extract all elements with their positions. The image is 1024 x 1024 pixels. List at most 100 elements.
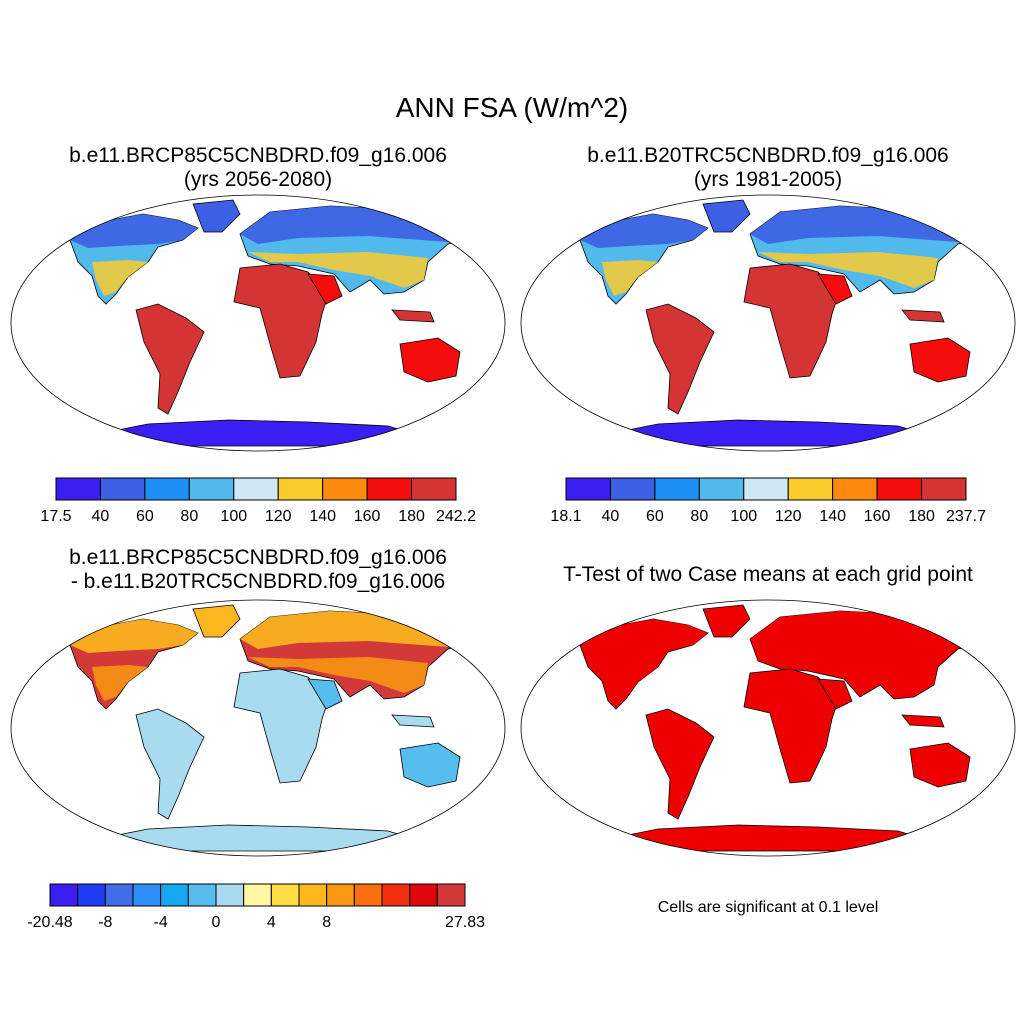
colorbar-panel-1: 17.5 40 60 80 100 120 140 160 180 242.2 <box>40 477 476 525</box>
indonesia-landmass <box>901 714 945 728</box>
africa-landmass <box>743 263 839 379</box>
continents <box>579 604 989 852</box>
eurasia-midlat-band <box>758 252 938 288</box>
map-panel-3 <box>10 599 506 857</box>
africa-landmass <box>743 668 839 784</box>
greenland-landmass <box>702 604 751 638</box>
antarctica-landmass <box>87 824 429 852</box>
colorbar-tick-label: 60 <box>136 508 154 525</box>
panel-3-title: b.e11.BRCP85C5CNBDRD.f09_g16.006 - b.e11… <box>8 546 508 594</box>
map-boundary <box>10 194 506 452</box>
greenland-landmass <box>702 199 751 233</box>
colorbar-tick-label: 180 <box>398 508 425 525</box>
map-boundary <box>10 599 506 857</box>
panel-2-title-line1: b.e11.B20TRC5CNBDRD.f09_g16.006 <box>587 144 949 167</box>
colorbar-tick-label: -8 <box>98 914 112 931</box>
colorbar-tick-label: 80 <box>690 508 708 525</box>
colorbar-box <box>832 477 878 501</box>
colorbar-tick-label: 100 <box>220 508 247 525</box>
colorbar-tick-label: 8 <box>322 914 331 931</box>
antarctica-landmass <box>597 824 939 852</box>
colorbar-box <box>353 883 383 907</box>
colorbar-box <box>233 477 279 501</box>
colorbar-tick-label: 0 <box>212 914 221 931</box>
colorbar-tick-label: 160 <box>864 508 891 525</box>
map-panel-2 <box>520 194 1016 452</box>
significance-note: Cells are significant at 0.1 level <box>657 899 879 916</box>
eurasia-midlat-band <box>248 252 428 288</box>
map-boundary <box>520 194 1016 452</box>
panel-1-title: b.e11.BRCP85C5CNBDRD.f09_g16.006 (yrs 20… <box>8 144 508 192</box>
colorbar-box <box>104 883 134 907</box>
colorbar-tick-label: 40 <box>92 508 110 525</box>
colorbar-box <box>411 477 457 501</box>
colorbar-box <box>243 883 272 907</box>
north-america-midlat-band <box>602 260 658 296</box>
colorbar-tick-label: 120 <box>775 508 802 525</box>
antarctica-landmass <box>597 419 939 447</box>
panel-1-title-line1: b.e11.BRCP85C5CNBDRD.f09_g16.006 <box>69 144 447 167</box>
southAmerica-landmass <box>135 708 205 820</box>
colorbar-box <box>188 477 235 501</box>
australia-landmass <box>399 742 461 788</box>
panel-3-title-line1: b.e11.BRCP85C5CNBDRD.f09_g16.006 <box>69 546 447 569</box>
colorbar-tick-label: 242.2 <box>436 508 476 525</box>
colorbar-box <box>409 883 438 907</box>
colorbar-box <box>322 477 368 501</box>
colorbar-tick-label: 17.5 <box>40 508 71 525</box>
colorbar-tick-label: 60 <box>646 508 664 525</box>
colorbar-box <box>876 477 923 501</box>
colorbar-box <box>49 883 79 907</box>
north-america-midlat-band <box>92 260 148 296</box>
arabia-landmass <box>817 273 853 305</box>
colorbar-tick-label: 237.7 <box>946 508 986 525</box>
colorbar-box <box>565 477 611 501</box>
colorbar-box <box>132 883 162 907</box>
colorbar-panel-2: 18.1 40 60 80 100 120 140 160 180 237.7 <box>550 477 986 525</box>
indonesia-landmass <box>391 714 435 728</box>
australia-landmass <box>909 337 971 383</box>
eurasia-midlat-band <box>248 657 428 693</box>
australia-landmass <box>909 742 971 788</box>
continents <box>69 604 479 852</box>
colorbar-tick-label: 80 <box>180 508 198 525</box>
africa-landmass <box>233 668 329 784</box>
colorbar-box <box>160 883 189 907</box>
indonesia-landmass <box>901 309 945 323</box>
colorbar-box <box>215 883 245 907</box>
map-panel-1 <box>10 194 506 452</box>
colorbar-tick-label: 100 <box>730 508 757 525</box>
north-america-arctic-band <box>70 214 198 248</box>
colorbar-box <box>366 477 413 501</box>
colorbar-tick-label: 4 <box>267 914 276 931</box>
colorbar-tick-label: 140 <box>309 508 336 525</box>
southAmerica-landmass <box>645 708 715 820</box>
arabia-landmass <box>307 678 343 710</box>
colorbar-box <box>270 883 300 907</box>
colorbar-box <box>381 883 411 907</box>
australia-landmass <box>399 337 461 383</box>
continents <box>579 199 989 447</box>
eurasia-midlat-band <box>758 657 938 693</box>
colorbar-tick-label: -20.48 <box>27 914 72 931</box>
map-panel-4 <box>520 599 1016 857</box>
colorbar-tick-label: -4 <box>154 914 168 931</box>
colorbar-box <box>144 477 190 501</box>
colorbar-box <box>55 477 101 501</box>
north-america-arctic-band <box>580 214 708 248</box>
antarctica-landmass <box>87 419 429 447</box>
map-boundary <box>520 599 1016 857</box>
north-america-arctic-band <box>580 619 708 653</box>
colorbar-box <box>787 477 834 501</box>
greenland-landmass <box>192 199 241 233</box>
colorbar-tick-label: 140 <box>819 508 846 525</box>
continents <box>69 199 479 447</box>
panel-4-title: T-Test of two Case means at each grid po… <box>563 563 973 586</box>
colorbar-tick-label: 18.1 <box>550 508 581 525</box>
colorbar-box <box>77 883 106 907</box>
colorbar-tick-label: 120 <box>265 508 292 525</box>
arabia-landmass <box>307 273 343 305</box>
panel-1-title-line2: (yrs 2056-2080) <box>183 168 333 191</box>
north-america-arctic-band <box>70 619 198 653</box>
colorbar-box <box>277 477 324 501</box>
